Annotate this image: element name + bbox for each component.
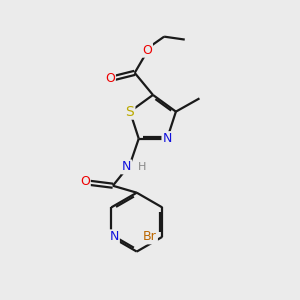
Text: O: O: [105, 72, 115, 85]
Text: S: S: [126, 105, 134, 118]
Text: Br: Br: [143, 230, 157, 243]
Text: O: O: [80, 176, 90, 188]
Text: N: N: [162, 132, 172, 145]
Text: O: O: [142, 44, 152, 57]
Text: H: H: [137, 162, 146, 172]
Text: N: N: [122, 160, 131, 173]
Text: N: N: [110, 230, 119, 243]
